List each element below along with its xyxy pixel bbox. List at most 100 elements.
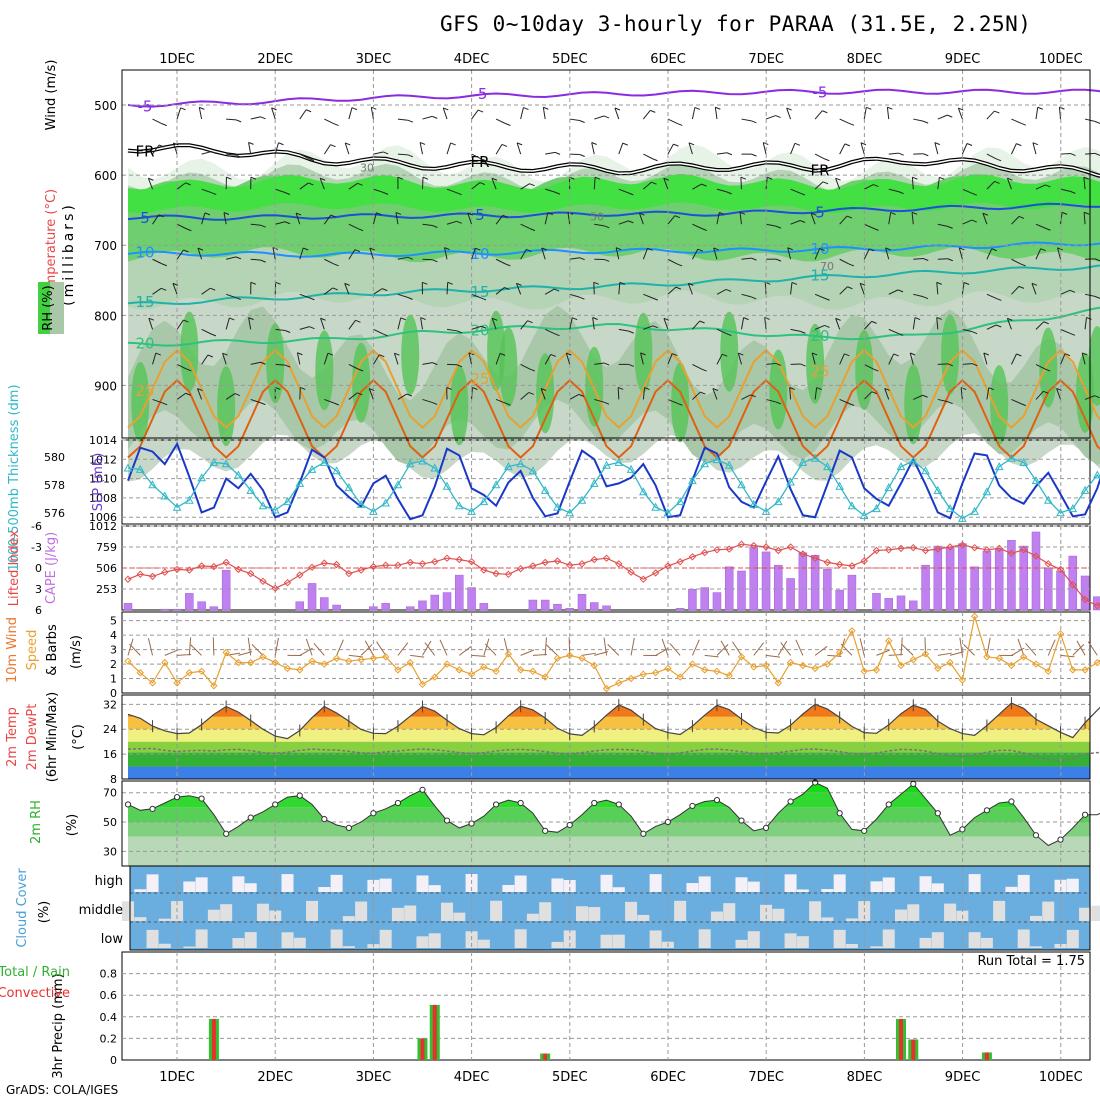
wind-barb <box>495 398 506 404</box>
wind-barb <box>495 258 506 265</box>
wind-barb <box>516 282 522 286</box>
wind-barb <box>986 110 995 120</box>
wind-barb <box>962 363 973 365</box>
rh-point <box>738 817 745 824</box>
chart-title: GFS 0~10day 3-hourly for PARAA (31.5E, 2… <box>440 12 1032 36</box>
wind-speed-point <box>602 684 611 693</box>
wind-barb <box>422 281 428 285</box>
wind-barb <box>320 318 325 330</box>
thickness-point <box>540 485 550 494</box>
wind-barb <box>982 213 988 225</box>
wind-barb <box>235 297 241 301</box>
wind-barb <box>859 283 865 295</box>
wind-barb <box>726 152 733 156</box>
wind-barb <box>319 178 325 190</box>
li-point <box>222 558 230 567</box>
wind-barb <box>516 283 522 295</box>
thickness-point <box>209 457 219 466</box>
wind-barb <box>196 388 203 400</box>
wind-barb <box>901 644 914 656</box>
cape-bar <box>737 570 746 611</box>
rh-shading <box>855 329 874 410</box>
temp-axis-label: 2m Temp <box>5 707 20 767</box>
wind-barb <box>211 151 217 155</box>
wind-barb <box>628 330 634 334</box>
wind-barb <box>324 258 334 265</box>
cape-bar <box>909 600 918 611</box>
date-label-bottom: 5DEC <box>552 1070 588 1085</box>
wind-barb <box>799 192 806 196</box>
cape-bar <box>724 566 734 611</box>
li-tick: -3 <box>31 541 42 554</box>
thickness-point <box>675 497 685 506</box>
wind-barb <box>456 330 463 334</box>
wind-barb <box>456 192 462 196</box>
wind-barb <box>127 638 134 656</box>
cloud-cell <box>355 901 368 921</box>
rh-point <box>787 798 794 805</box>
wind-barb <box>775 115 781 119</box>
wind-barb <box>235 256 242 260</box>
cape-bar <box>209 606 219 611</box>
wind-barb <box>1037 106 1043 110</box>
li-point <box>283 578 292 587</box>
wind-barb <box>936 317 939 330</box>
wind-speed-point <box>700 666 709 674</box>
cloud-cell <box>379 878 392 892</box>
wind-barb <box>348 107 353 120</box>
li-point <box>639 575 648 583</box>
wind-barb <box>1032 142 1037 155</box>
li-point <box>124 575 132 583</box>
wind-barb <box>1094 120 1100 124</box>
wind-speed-point <box>737 653 746 661</box>
wind-speed-point <box>627 674 635 683</box>
thickness-point <box>381 498 391 507</box>
legend-wind: Wind (m/s) <box>44 60 59 131</box>
wind-barb <box>971 219 977 223</box>
wind-barb <box>297 352 303 356</box>
wind-barb <box>716 212 720 225</box>
precip-convective-bar <box>899 1018 904 1060</box>
temp-band <box>128 766 1090 779</box>
wind-barb <box>1018 285 1025 289</box>
wind-speed-line <box>127 616 1100 690</box>
wind-speed-point <box>750 663 758 671</box>
wind-barb <box>639 212 645 216</box>
wind-barb <box>197 247 204 251</box>
wind-barb <box>569 293 580 298</box>
wind-speed-point <box>639 670 648 678</box>
wind-barb <box>520 223 531 230</box>
wind-barb <box>643 325 654 330</box>
isotherm-label: FR <box>470 153 489 171</box>
wind-barb <box>694 106 701 110</box>
cape-bar <box>921 564 930 611</box>
cape-bar <box>835 589 844 611</box>
wind-speed-point <box>664 664 672 673</box>
isotherm-label: 20 <box>135 334 154 352</box>
wind-barb <box>614 107 620 120</box>
wind-barb <box>775 401 782 405</box>
cape-bar <box>197 601 206 611</box>
wind-barb <box>313 643 325 656</box>
wind-barb <box>642 110 651 120</box>
wind-axis-label: (m/s) <box>69 635 84 669</box>
wind-barb <box>183 319 189 323</box>
wind-barb <box>357 368 364 372</box>
wind-barb <box>529 368 536 372</box>
wind-barb <box>1057 247 1063 251</box>
wind-barb <box>775 225 782 229</box>
wind-speed-point <box>1056 629 1065 638</box>
wind-barb <box>450 142 456 146</box>
wind-barb <box>284 221 291 225</box>
cloud-frame <box>129 865 1091 951</box>
wind-barb <box>643 181 652 190</box>
cloud-cell <box>158 918 171 921</box>
cape-bar <box>688 588 697 611</box>
wind-barb <box>569 118 580 122</box>
cape-bar <box>774 564 783 611</box>
wind-speed-point <box>332 654 341 662</box>
wind-barb <box>911 212 914 225</box>
wind-barb <box>554 333 560 337</box>
wind-barb <box>617 387 620 400</box>
wind-barb <box>764 316 770 320</box>
